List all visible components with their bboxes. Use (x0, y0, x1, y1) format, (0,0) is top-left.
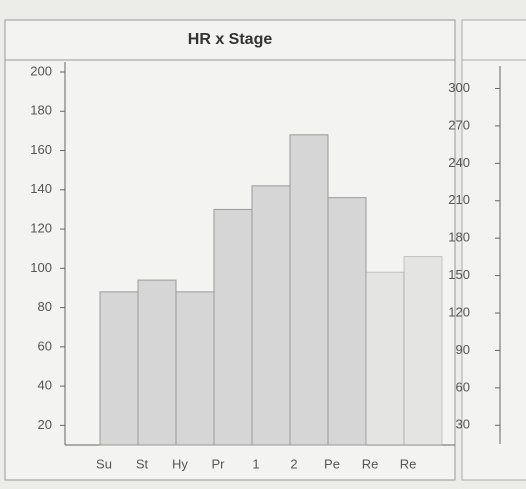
y-tick-label: 300 (448, 80, 470, 95)
y-tick-label: 210 (448, 192, 470, 207)
bar (99, 291, 139, 446)
y-tick-label: 60 (456, 379, 470, 394)
y-tick-label: 40 (38, 378, 52, 393)
x-tick-label: Pr (212, 456, 226, 471)
x-tick-label: St (136, 456, 149, 471)
y-tick-label: 90 (456, 342, 470, 357)
y-tick-label: 80 (38, 299, 52, 314)
y-tick-label: 120 (448, 304, 470, 319)
right-panel (461, 19, 526, 481)
bar (137, 279, 177, 446)
y-tick-label: 100 (30, 260, 52, 275)
x-tick-label: Re (400, 456, 417, 471)
bar (175, 291, 215, 446)
chart-title: HR x Stage (188, 31, 273, 48)
y-tick-label: 30 (456, 417, 470, 432)
y-tick-label: 270 (448, 117, 470, 132)
y-tick-label: 150 (448, 267, 470, 282)
x-tick-label: 2 (290, 456, 297, 471)
y-tick-label: 160 (30, 142, 52, 157)
y-tick-label: 200 (30, 63, 52, 78)
bar (365, 271, 405, 446)
y-tick-label: 120 (30, 220, 52, 235)
bar (403, 256, 443, 446)
y-tick-label: 180 (448, 230, 470, 245)
y-tick-label: 240 (448, 155, 470, 170)
x-tick-label: Pe (324, 456, 340, 471)
bar (213, 208, 253, 446)
x-tick-label: Re (362, 456, 379, 471)
y-tick-label: 60 (38, 338, 52, 353)
bar (289, 134, 329, 446)
x-tick-label: 1 (252, 456, 259, 471)
bar (251, 185, 291, 446)
y-tick-label: 20 (38, 417, 52, 432)
x-tick-label: Hy (172, 456, 188, 471)
x-tick-label: Su (96, 456, 112, 471)
bar (327, 197, 367, 446)
y-tick-label: 180 (30, 103, 52, 118)
y-tick-label: 140 (30, 181, 52, 196)
